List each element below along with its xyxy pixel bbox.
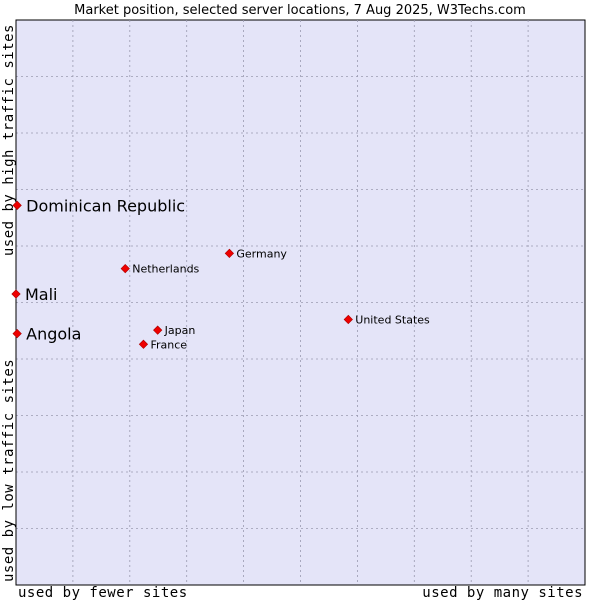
y-axis-label-top: used by high traffic sites bbox=[1, 24, 17, 256]
point-netherlands: Netherlands bbox=[120, 263, 200, 276]
grid-lines bbox=[16, 20, 585, 585]
point-label: Mali bbox=[25, 285, 58, 304]
y-axis-label-bottom: used by low traffic sites bbox=[1, 359, 17, 582]
point-label: France bbox=[150, 338, 187, 351]
point-marker bbox=[138, 339, 149, 349]
x-axis-label-left: used by fewer sites bbox=[18, 585, 188, 600]
point-marker bbox=[343, 314, 353, 325]
chart-title: Market position, selected server locatio… bbox=[74, 3, 526, 18]
point-label: Dominican Republic bbox=[26, 196, 185, 215]
point-label: Germany bbox=[236, 247, 287, 260]
x-axis-label-right: used by many sites bbox=[422, 585, 583, 600]
point-dominican-republic: Dominican Republic bbox=[12, 196, 185, 215]
point-marker bbox=[153, 325, 163, 335]
point-united-states: United States bbox=[343, 313, 430, 326]
point-angola: Angola bbox=[12, 325, 81, 344]
point-marker bbox=[12, 328, 22, 339]
point-japan: Japan bbox=[153, 324, 195, 337]
point-mali: Mali bbox=[11, 285, 58, 304]
point-marker bbox=[11, 289, 21, 299]
data-points: Dominican Republic Mali Angola Germany Nethe… bbox=[11, 196, 430, 351]
point-label: United States bbox=[355, 313, 430, 326]
point-label: Angola bbox=[26, 325, 81, 344]
point-france: France bbox=[138, 338, 187, 351]
point-marker bbox=[224, 248, 234, 258]
point-marker bbox=[120, 263, 130, 274]
point-germany: Germany bbox=[224, 247, 287, 260]
point-label: Netherlands bbox=[132, 263, 199, 276]
point-label: Japan bbox=[164, 324, 196, 337]
point-marker bbox=[12, 200, 22, 210]
